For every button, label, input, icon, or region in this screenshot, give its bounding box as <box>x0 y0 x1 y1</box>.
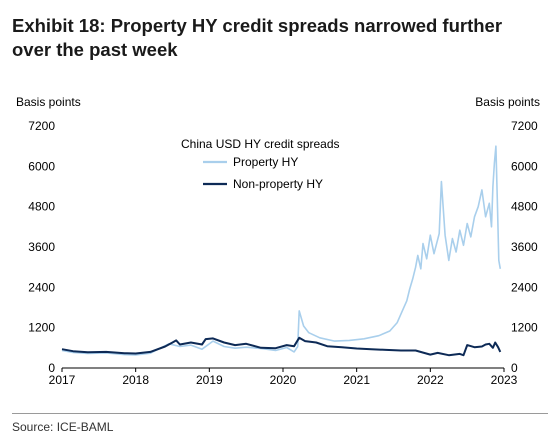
x-tick-label: 2023 <box>491 373 518 387</box>
legend-title: China USD HY credit spreads <box>181 137 340 151</box>
y-tick-label-left: 4800 <box>28 200 55 214</box>
x-tick-label: 2020 <box>270 373 297 387</box>
left-y-axis: 0 1200 2400 3600 4800 6000 7200 <box>28 119 55 375</box>
x-tick-label: 2022 <box>417 373 444 387</box>
y-tick-label-left: 3600 <box>28 240 55 254</box>
y-tick-label-right: 6000 <box>511 159 538 173</box>
footer-divider <box>12 413 548 414</box>
x-tick-label: 2018 <box>122 373 149 387</box>
property-hy-series-line <box>61 145 502 356</box>
y-tick-label-right: 2400 <box>511 280 538 294</box>
non-property-hy-series-line <box>61 336 502 357</box>
y-tick-label-left: 0 <box>48 361 55 375</box>
right-y-axis: 0 1200 2400 3600 4800 6000 7200 <box>511 119 538 375</box>
x-tick-label: 2021 <box>343 373 370 387</box>
x-tick-label: 2017 <box>49 373 76 387</box>
series-layer <box>61 145 502 357</box>
left-axis-unit-label: Basis points <box>16 95 81 109</box>
x-tick-label: 2019 <box>196 373 223 387</box>
legend-label-non-property-hy: Non-property HY <box>233 177 323 191</box>
y-tick-label-left: 6000 <box>28 159 55 173</box>
y-tick-label-left: 1200 <box>28 321 55 335</box>
legend: China USD HY credit spreads Property HY N… <box>181 137 340 191</box>
x-axis: 2017 2018 2019 2020 2021 2022 2023 <box>49 367 518 387</box>
y-tick-label-left: 7200 <box>28 119 55 133</box>
y-tick-label-left: 2400 <box>28 280 55 294</box>
y-tick-label-right: 7200 <box>511 119 538 133</box>
y-tick-label-right: 1200 <box>511 321 538 335</box>
y-tick-label-right: 4800 <box>511 200 538 214</box>
source-note: Source: ICE-BAML <box>12 420 114 434</box>
legend-label-property-hy: Property HY <box>233 155 298 169</box>
exhibit-title: Exhibit 18: Property HY credit spreads n… <box>12 15 503 60</box>
y-tick-label-right: 3600 <box>511 240 538 254</box>
right-axis-unit-label: Basis points <box>475 95 540 109</box>
y-tick-label-right: 0 <box>511 361 518 375</box>
